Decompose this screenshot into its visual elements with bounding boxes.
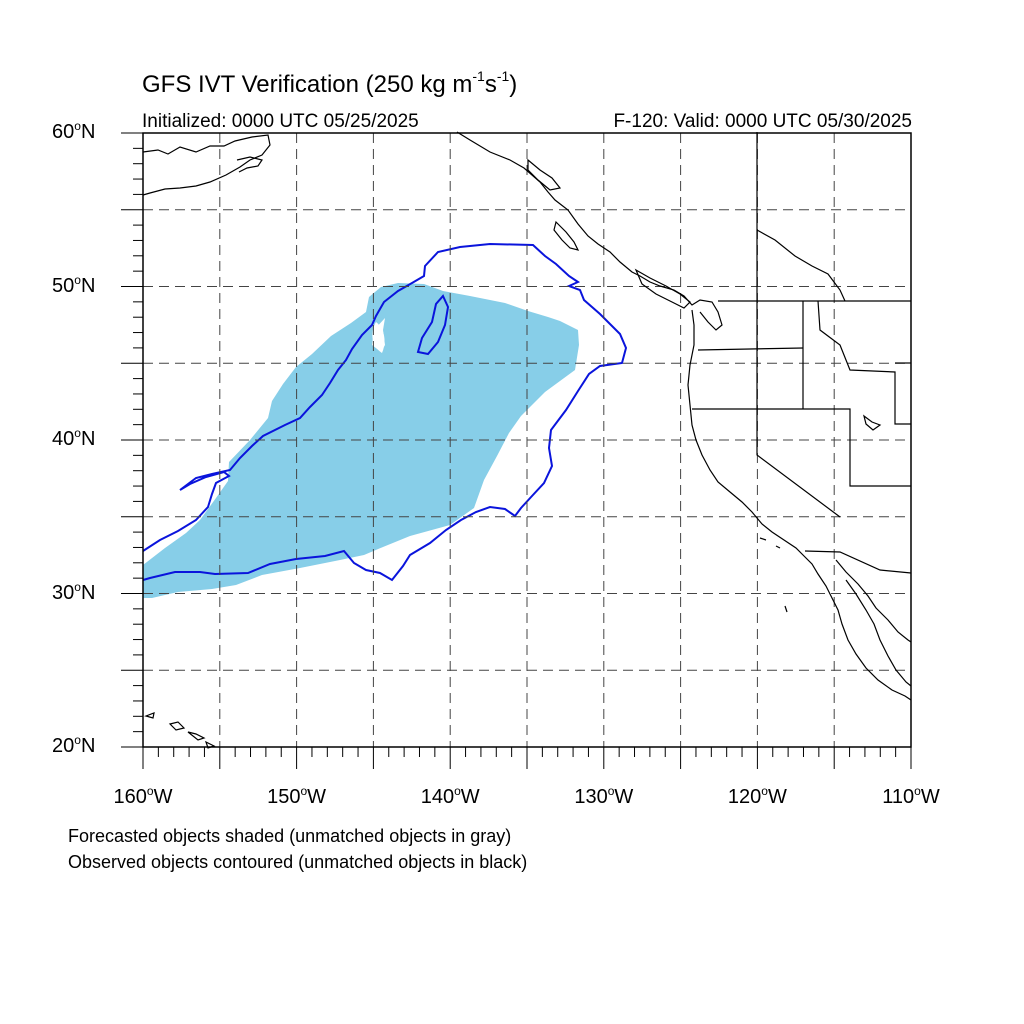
initialized-time: Initialized: 0000 UTC 05/25/2025 <box>142 111 419 132</box>
bc-islands <box>527 158 562 191</box>
longitude-label: 140oW <box>420 784 480 808</box>
longitude-label: 130oW <box>574 784 634 808</box>
state-border <box>817 300 911 425</box>
hawaii-islands <box>187 731 206 741</box>
state-border <box>692 408 911 487</box>
degree-symbol: o <box>74 426 81 440</box>
observed-object-contour-inner <box>416 294 450 356</box>
degree-symbol: o <box>74 272 81 287</box>
great-salt-lake <box>863 414 882 431</box>
latitude-label: 40oN <box>52 426 96 450</box>
observed-note: Observed objects contoured (unmatched ob… <box>68 852 528 872</box>
bc-coastline <box>456 131 723 331</box>
degree-symbol: o <box>761 784 768 798</box>
degree-symbol: o <box>454 784 461 798</box>
channel-islands <box>759 537 781 549</box>
coastlines <box>142 131 912 749</box>
degree-symbol: o <box>74 733 81 747</box>
map-title: GFS IVT Verification (250 kg m-1s-1) <box>142 68 518 98</box>
state-border <box>697 347 804 351</box>
degree-symbol: o <box>146 784 154 798</box>
state-border <box>804 550 912 574</box>
mountain-ridge <box>756 229 846 302</box>
latitude-label: 20oN <box>52 733 96 757</box>
alaska-coastline <box>142 134 271 196</box>
longitude-label: 120oW <box>727 784 787 808</box>
longitude-label: 160oW <box>113 784 173 808</box>
latitude-label: 30oN <box>52 579 96 604</box>
forecast-gap <box>372 322 385 353</box>
alaska-coastline <box>236 156 263 173</box>
guadalupe-island <box>784 605 788 613</box>
longitude-label: 150oW <box>267 784 327 808</box>
degree-symbol: o <box>914 784 921 798</box>
map-gridlines <box>143 133 911 747</box>
bc-islands <box>553 220 580 251</box>
us-west-coastline <box>687 309 912 701</box>
latitude-label: 50oN <box>52 272 96 297</box>
state-border <box>756 132 841 518</box>
forecast-note: Forecasted objects shaded (unmatched obj… <box>68 826 512 846</box>
hawaii-islands <box>144 712 155 719</box>
latitude-label: 60oN <box>52 119 96 143</box>
vancouver-island <box>634 268 691 309</box>
degree-symbol: o <box>74 579 81 594</box>
hawaii-islands <box>168 721 186 731</box>
valid-time: F-120: Valid: 0000 UTC 05/30/2025 <box>613 111 912 132</box>
observed-object-contour <box>142 242 628 582</box>
degree-symbol: o <box>300 784 308 798</box>
axis-ticks <box>121 132 912 769</box>
gulf-california <box>845 579 912 687</box>
baja-coastline <box>835 559 912 643</box>
longitude-label: 110oW <box>882 784 940 808</box>
degree-symbol: o <box>74 119 81 133</box>
degree-symbol: o <box>607 784 615 798</box>
